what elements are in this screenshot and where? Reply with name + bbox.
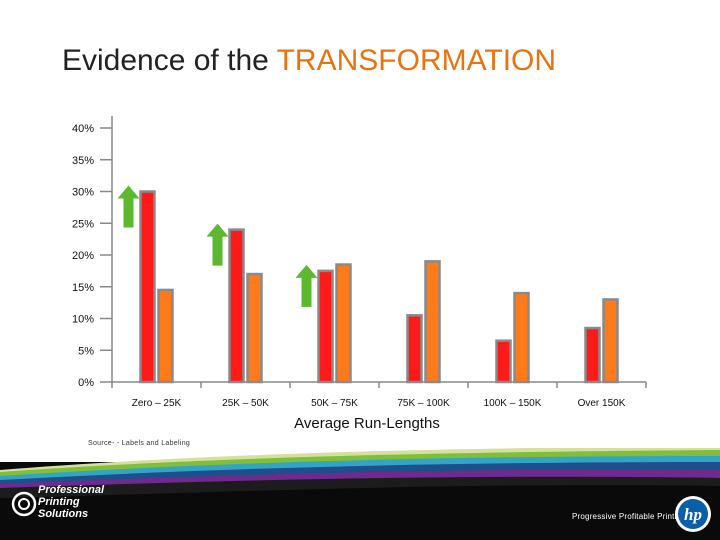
bar-series-1	[584, 326, 601, 384]
y-tick-label: 25%	[72, 218, 94, 230]
y-tick-label: 40%	[72, 123, 94, 135]
bar-series-1	[139, 190, 156, 384]
x-category-label: Zero – 25K	[132, 398, 182, 409]
y-tick-label: 10%	[72, 314, 94, 326]
hp-logo-icon: hp	[675, 496, 711, 532]
x-category-label: 75K – 100K	[397, 398, 450, 409]
x-category-label: 50K – 75K	[311, 398, 358, 409]
y-tick-label: 20%	[72, 250, 94, 262]
y-tick-label: 5%	[78, 345, 94, 357]
footer-swoosh	[0, 448, 720, 540]
up-arrow-icon	[206, 223, 229, 266]
bar-series-2	[602, 298, 619, 384]
x-axis-title: Average Run-Lengths	[294, 415, 440, 432]
x-category-label: Over 150K	[578, 398, 626, 409]
bar-series-2	[335, 263, 352, 384]
y-tick-label: 0%	[78, 377, 94, 389]
bar-series-2	[424, 260, 441, 384]
slide-title: Evidence of the TRANSFORMATION	[62, 44, 556, 78]
up-arrow-icon	[117, 185, 140, 228]
x-category-label: 25K – 50K	[222, 398, 269, 409]
bar-chart: 0% 5% 10% 15% 20% 25% 30% 35% 40% Zero – 25K 25K –…	[72, 116, 647, 432]
professional-printing-logo-icon	[11, 491, 37, 517]
bar-series-1	[495, 339, 512, 384]
bar-series-2	[246, 272, 263, 384]
y-tick-label: 30%	[72, 187, 94, 199]
hp-logo-text: hp	[684, 505, 702, 524]
source-note: Source- - Labels and Labeling	[88, 440, 191, 447]
bar-series-1	[317, 269, 334, 384]
tagline: Progressive Profitable Printing	[572, 512, 686, 521]
logo-line-3: Solutions	[38, 508, 89, 520]
x-category-label: 100K – 150K	[484, 398, 542, 409]
professional-printing-logo-text: Professional Printing Solutions	[38, 484, 104, 520]
logo-line-2: Printing	[38, 496, 80, 508]
title-accent: TRANSFORMATION	[276, 44, 557, 77]
y-tick-label: 15%	[72, 282, 94, 294]
bar-series-1	[406, 314, 423, 384]
bar-series-2	[157, 288, 174, 384]
bar-series-2	[513, 291, 530, 384]
y-tick-label: 35%	[72, 155, 94, 167]
up-arrow-icon	[295, 264, 318, 307]
bar-series-1	[228, 228, 245, 384]
title-prefix: Evidence of the	[62, 44, 277, 77]
logo-line-1: Professional	[38, 484, 105, 496]
